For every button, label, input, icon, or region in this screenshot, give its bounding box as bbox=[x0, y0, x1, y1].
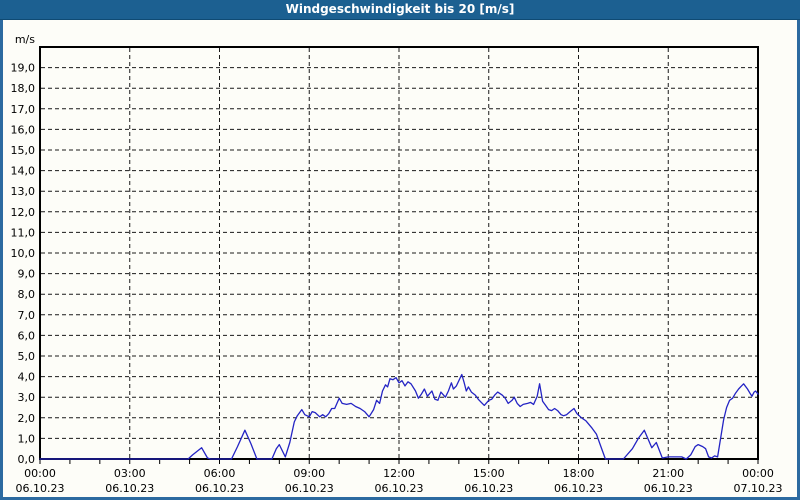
x-tick-time-label: 15:00 bbox=[473, 467, 505, 480]
x-tick-date-label: 06.10.23 bbox=[375, 482, 424, 495]
x-tick-date-label: 06.10.23 bbox=[464, 482, 513, 495]
x-tick-date-label: 07.10.23 bbox=[734, 482, 783, 495]
y-tick-label: 3,0 bbox=[18, 391, 36, 404]
x-tick-date-label: 06.10.23 bbox=[195, 482, 244, 495]
window-frame-right bbox=[797, 20, 800, 500]
y-tick-label: 9,0 bbox=[18, 268, 36, 281]
title-bar: Windgeschwindigkeit bis 20 [m/s] bbox=[0, 0, 800, 20]
x-tick-time-label: 00:00 bbox=[742, 467, 774, 480]
y-tick-label: 11,0 bbox=[11, 226, 36, 239]
y-tick-label: 18,0 bbox=[11, 82, 36, 95]
y-tick-label: 8,0 bbox=[18, 288, 36, 301]
y-tick-label: 5,0 bbox=[18, 350, 36, 363]
y-tick-label: 19,0 bbox=[11, 62, 36, 75]
y-axis-unit-label: m/s bbox=[15, 33, 35, 46]
y-tick-label: 6,0 bbox=[18, 329, 36, 342]
x-tick-time-label: 09:00 bbox=[293, 467, 325, 480]
x-tick-time-label: 21:00 bbox=[652, 467, 684, 480]
x-tick-time-label: 12:00 bbox=[383, 467, 415, 480]
x-tick-time-label: 18:00 bbox=[563, 467, 595, 480]
x-tick-time-label: 03:00 bbox=[114, 467, 146, 480]
window-frame-left bbox=[0, 20, 3, 500]
x-tick-date-label: 06.10.23 bbox=[285, 482, 334, 495]
x-tick-time-label: 06:00 bbox=[204, 467, 236, 480]
x-tick-time-label: 00:00 bbox=[24, 467, 56, 480]
x-tick-date-label: 06.10.23 bbox=[644, 482, 693, 495]
x-tick-date-label: 06.10.23 bbox=[16, 482, 65, 495]
y-tick-label: 12,0 bbox=[11, 206, 36, 219]
y-tick-label: 4,0 bbox=[18, 371, 36, 384]
y-tick-label: 15,0 bbox=[11, 144, 36, 157]
chart-title: Windgeschwindigkeit bis 20 [m/s] bbox=[285, 2, 515, 16]
wind-speed-line bbox=[39, 373, 759, 460]
y-tick-label: 16,0 bbox=[11, 123, 36, 136]
y-tick-label: 2,0 bbox=[18, 412, 36, 425]
y-tick-label: 14,0 bbox=[11, 165, 36, 178]
x-tick-date-label: 06.10.23 bbox=[105, 482, 154, 495]
y-tick-label: 0,0 bbox=[18, 453, 36, 466]
x-tick-date-label: 06.10.23 bbox=[554, 482, 603, 495]
window-frame-bottom bbox=[0, 497, 800, 500]
y-tick-label: 10,0 bbox=[11, 247, 36, 260]
y-tick-label: 13,0 bbox=[11, 185, 36, 198]
y-tick-label: 7,0 bbox=[18, 309, 36, 322]
y-tick-label: 1,0 bbox=[18, 432, 36, 445]
y-tick-label: 17,0 bbox=[11, 103, 36, 116]
